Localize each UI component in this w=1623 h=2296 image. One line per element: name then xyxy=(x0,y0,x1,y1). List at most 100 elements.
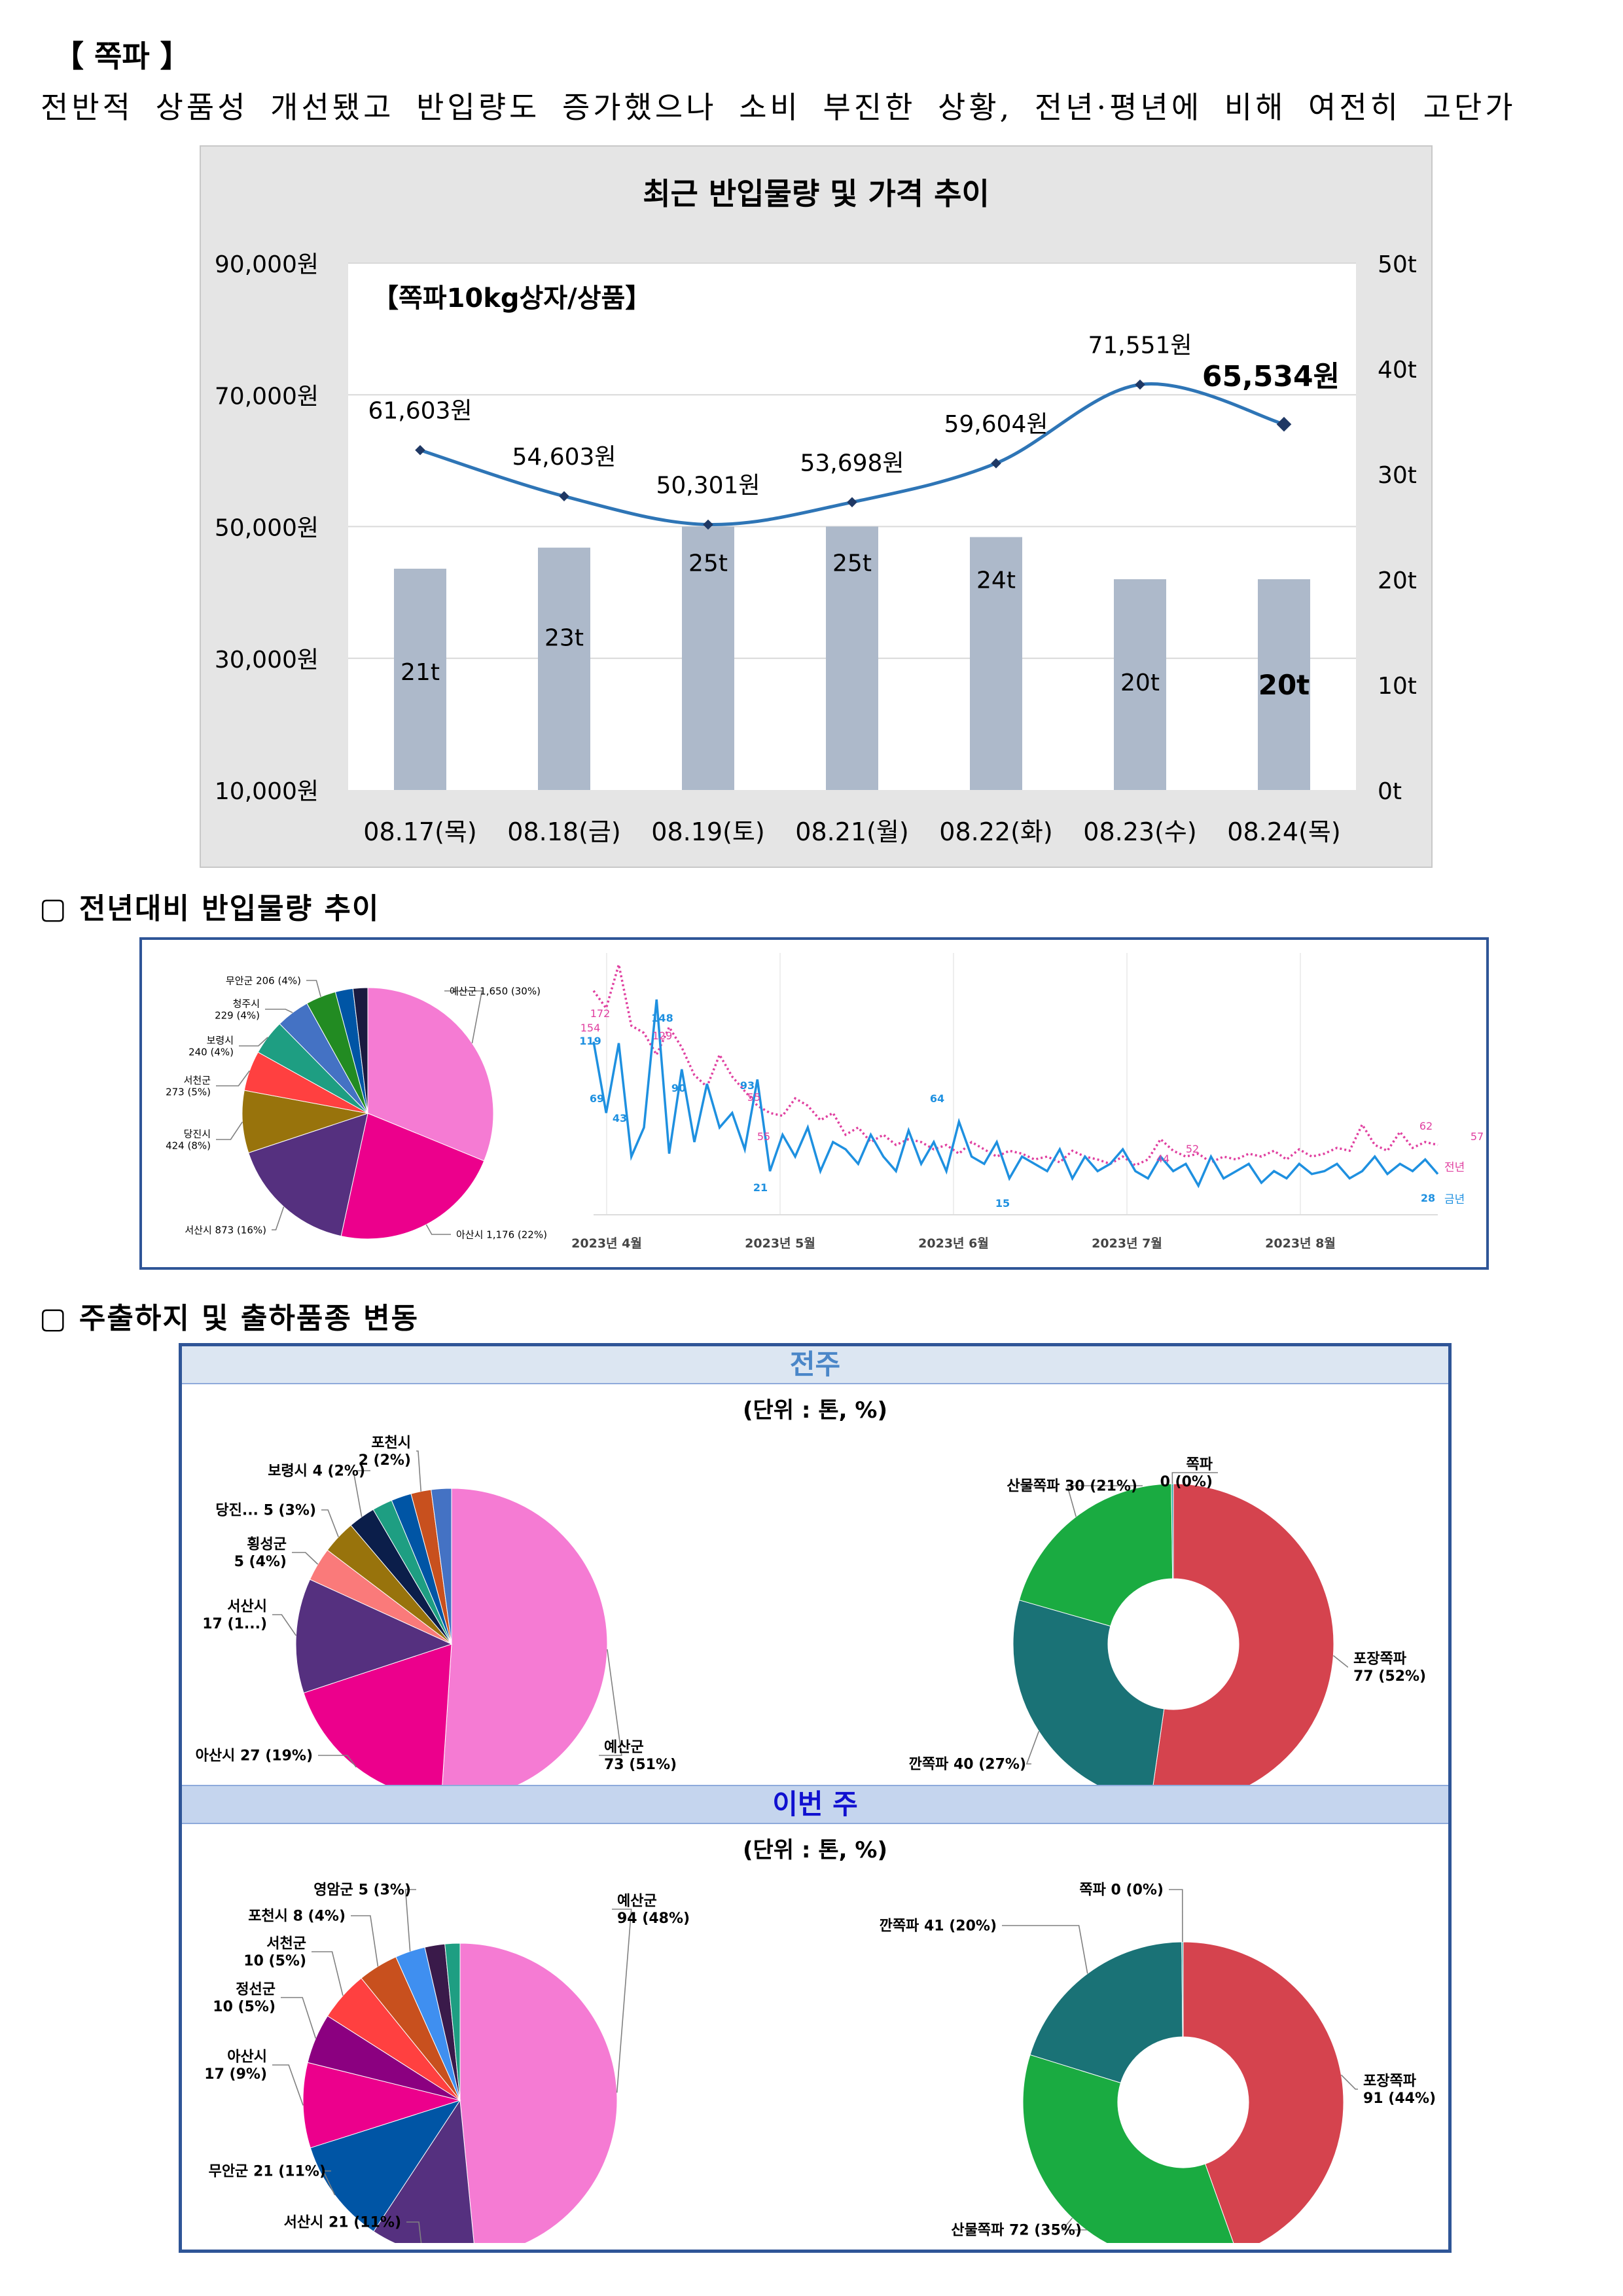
right-axis-tick: 50t xyxy=(1378,251,1417,278)
origin-share-leader xyxy=(239,1037,268,1047)
variety-curr-leader xyxy=(1002,1925,1088,1974)
yoy-volume-line-chart: 2023년 4월 2023년 5월 2023년 6월 2023년 7월 2023년 8월… xyxy=(571,953,1484,1251)
origin-prev-leader xyxy=(321,1509,339,1537)
origin-curr-slice xyxy=(459,1943,618,2243)
origin-share-slice xyxy=(241,1090,368,1153)
origin-share-leader xyxy=(306,980,321,997)
origin-share-label: 무안군 206 (4%) xyxy=(226,975,301,986)
origin-share-leader xyxy=(265,1009,293,1013)
this-year-point-label: 43 xyxy=(613,1112,627,1124)
origin-prev-label: 17 (1...) xyxy=(202,1616,267,1632)
variety-prev-label: 깐쪽파 40 (27%) xyxy=(909,1757,1026,1773)
page-title: 【 쪽파 】 xyxy=(54,39,190,74)
origin-prev-slice xyxy=(431,1488,452,1645)
volume-label: 23t xyxy=(544,625,584,652)
category-label: 08.17(목) xyxy=(363,817,476,846)
origin-share-label: 청주시 xyxy=(233,997,260,1009)
yoy-volume-panel: 예산군 1,650 (30%) 아산시 1,176 (22%) 서산시 873 (1… xyxy=(139,937,1489,1270)
unit-label-prev-week: (단위 : 톤, %) xyxy=(742,1397,887,1424)
variety-curr-leader xyxy=(1169,1889,1183,1943)
right-axis-tick: 0t xyxy=(1378,778,1402,805)
last-year-point-label: 129 xyxy=(652,1030,673,1042)
origin-curr-leader xyxy=(322,2170,336,2196)
left-axis-tick: 90,000원 xyxy=(215,251,319,278)
this-year-point-label: 119 xyxy=(579,1035,601,1047)
section-heading-origin-variety: ▢ 주출하지 및 출하품종 변동 xyxy=(39,1302,419,1335)
origin-curr-label: 서천군 xyxy=(266,1936,306,1952)
origin-share-leader xyxy=(272,1206,285,1230)
origin-prev-leader xyxy=(318,1755,357,1768)
origin-prev-leader xyxy=(353,1470,370,1517)
variety-curr-label: 산물쪽파 72 (35%) xyxy=(951,2223,1082,2239)
origin-share-slice xyxy=(367,987,494,1162)
price-marker xyxy=(559,491,569,501)
volume-label: 21t xyxy=(401,659,440,686)
variety-curr-leader xyxy=(1061,2217,1087,2231)
left-axis-tick: 50,000원 xyxy=(215,515,319,542)
origin-share-pie: 예산군 1,650 (30%) 아산시 1,176 (22%) 서산시 873 (1… xyxy=(166,975,547,1240)
right-axis-tick: 30t xyxy=(1378,462,1417,489)
origin-curr-leader xyxy=(312,1951,344,1996)
origin-prev-label: 포천시 xyxy=(371,1435,411,1452)
last-year-point-label: 154 xyxy=(580,1022,601,1034)
variety-curr-label: 깐쪽파 41 (20%) xyxy=(880,1918,997,1935)
origin-curr-label: 10 (5%) xyxy=(243,1953,306,1969)
x-axis-tick: 2023년 7월 xyxy=(1092,1236,1162,1251)
price-label: 59,604원 xyxy=(944,411,1048,438)
variety-prev-leader xyxy=(1026,1731,1040,1765)
variety-curr-slice xyxy=(1029,1941,1183,2084)
this-year-point-label: 21 xyxy=(753,1181,768,1194)
this-year-point-label: 148 xyxy=(651,1012,673,1024)
left-axis-tick: 30,000원 xyxy=(215,647,319,673)
variety-prev-label: 0 (0%) xyxy=(1160,1474,1213,1490)
volume-bar xyxy=(1258,579,1310,790)
origin-curr-label: 영암군 5 (3%) xyxy=(313,1882,411,1899)
variety-prev-leader xyxy=(1171,1472,1218,1484)
x-axis-tick: 2023년 5월 xyxy=(745,1236,815,1251)
variety-curr-label: 91 (44%) xyxy=(1363,2090,1436,2107)
origin-prev-leader xyxy=(416,1450,422,1492)
variety-prev-slice xyxy=(1152,1483,1334,1785)
origin-prev-label: 보령시 4 (2%) xyxy=(268,1463,365,1480)
price-marker xyxy=(1135,379,1145,390)
this-year-line xyxy=(592,999,1439,1189)
origin-prev-leader xyxy=(599,1649,622,1756)
origin-curr-label: 정선군 xyxy=(236,1982,276,1998)
price-marker xyxy=(703,519,713,530)
category-label: 08.23(수) xyxy=(1083,817,1196,846)
origin-share-label: 229 (4%) xyxy=(215,1009,260,1021)
origin-curr-leader xyxy=(404,1889,416,1952)
origin-share-label: 예산군 1,650 (30%) xyxy=(450,985,541,997)
price-marker xyxy=(991,458,1001,469)
origin-curr-label: 예산군 xyxy=(617,1893,657,1910)
price-label: 50,301원 xyxy=(656,472,760,499)
legend-last-year: 전년 xyxy=(1444,1161,1465,1174)
category-label: 08.24(목) xyxy=(1227,817,1340,846)
last-year-point-label: 55 xyxy=(757,1130,770,1143)
x-axis-tick: 2023년 8월 xyxy=(1265,1236,1336,1251)
price-volume-chart: 최근 반입물량 및 가격 추이 【쪽파10kg상자/상품】 90,000원 70,00… xyxy=(215,176,1417,846)
variety-curr-label: 포장쪽파 xyxy=(1363,2073,1417,2090)
variety-curr-label: 쪽파 0 (0%) xyxy=(1079,1882,1164,1899)
this-year-point-label: 28 xyxy=(1421,1192,1435,1204)
origin-curr-label: 17 (9%) xyxy=(204,2066,267,2083)
last-year-point-label: 57 xyxy=(1471,1130,1484,1143)
variety-prev-label: 쪽파 xyxy=(1186,1457,1213,1473)
origin-share-leader xyxy=(444,990,483,1044)
origin-curr-leader xyxy=(406,2221,422,2243)
origin-curr-leader xyxy=(612,1909,632,2093)
price-marker xyxy=(1276,416,1292,432)
origin-prev-leader xyxy=(292,1552,319,1565)
category-label: 08.18(금) xyxy=(507,817,620,846)
x-axis-tick: 2023년 6월 xyxy=(918,1236,989,1251)
origin-share-label: 424 (8%) xyxy=(166,1139,211,1151)
right-axis-tick: 40t xyxy=(1378,357,1417,384)
last-year-point-label: 55 xyxy=(747,1091,760,1103)
this-year-point-label: 69 xyxy=(590,1092,604,1105)
origin-curr-label: 포천시 8 (4%) xyxy=(248,1909,346,1925)
variety-prev-slice xyxy=(1018,1483,1173,1627)
origin-share-label: 273 (5%) xyxy=(166,1086,211,1098)
volume-bar xyxy=(1114,579,1166,790)
